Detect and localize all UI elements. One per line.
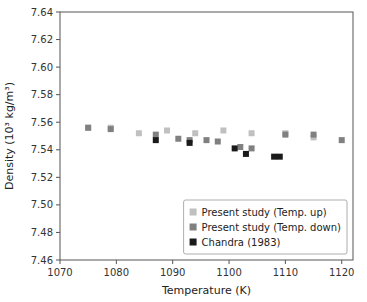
series	[85, 125, 316, 141]
legend-swatch	[190, 239, 197, 246]
y-tick	[56, 260, 60, 261]
y-tick-label: 7.60	[31, 62, 53, 73]
point	[249, 130, 255, 136]
point	[153, 137, 159, 143]
x-tick-label: 1110	[273, 267, 298, 278]
plot-background	[60, 12, 353, 260]
point	[277, 154, 283, 160]
y-tick-label: 7.54	[31, 144, 53, 155]
y-axis-label: Density (10³ kg/m³)	[3, 82, 16, 190]
y-tick-label: 7.62	[31, 34, 53, 45]
point	[339, 137, 345, 143]
legend-swatch	[190, 209, 197, 216]
x-tick	[116, 260, 117, 264]
point	[153, 132, 159, 138]
legend-label: Present study (Temp. down)	[202, 222, 342, 233]
point	[175, 136, 181, 142]
marks	[85, 125, 345, 160]
x-tick	[172, 260, 173, 264]
point	[282, 132, 288, 138]
y-tick	[56, 232, 60, 233]
y-tick-label: 7.50	[31, 199, 53, 210]
point	[192, 130, 198, 136]
plot-frame	[60, 12, 353, 260]
point	[164, 127, 170, 133]
y-tick	[56, 94, 60, 95]
point	[187, 140, 193, 146]
point	[249, 145, 255, 151]
y-tick	[56, 177, 60, 178]
point	[136, 130, 142, 136]
point	[232, 145, 238, 151]
y-tick	[56, 67, 60, 68]
y-tick-label: 7.56	[31, 117, 53, 128]
x-tick-label: 1070	[47, 267, 72, 278]
point	[215, 139, 221, 145]
legend-label: Present study (Temp. up)	[202, 207, 327, 218]
point	[108, 126, 114, 132]
y-tick	[56, 204, 60, 205]
y-tick	[56, 122, 60, 123]
point	[271, 154, 277, 160]
y-tick-label: 7.64	[31, 7, 53, 18]
y-tick	[56, 149, 60, 150]
x-tick-label: 1100	[216, 267, 241, 278]
point	[311, 132, 317, 138]
y-axis: 7.46 7.48 7.50 7.52 7.54 7.56 7.58 7.60 7.62 7.64	[31, 7, 60, 266]
y-tick-label: 7.52	[31, 172, 53, 183]
chart-svg: 1070 1080 1090 1100 1110 1120 7.46 7.48 7.50 7.52…	[0, 0, 367, 302]
point	[220, 127, 226, 133]
point	[204, 137, 210, 143]
y-tick	[56, 12, 60, 13]
y-tick-label: 7.58	[31, 89, 53, 100]
point	[237, 144, 243, 150]
x-tick-label: 1080	[104, 267, 129, 278]
x-tick	[60, 260, 61, 264]
y-tick	[56, 39, 60, 40]
legend: Present study (Temp. up) Present study (T…	[184, 200, 347, 254]
x-tick-label: 1090	[160, 267, 185, 278]
series	[85, 125, 345, 152]
y-tick-label: 7.48	[31, 227, 53, 238]
point	[85, 125, 91, 131]
x-tick-label: 1120	[329, 267, 354, 278]
x-axis-label: Temperature (K)	[161, 284, 251, 297]
point	[85, 125, 91, 131]
y-tick-label: 7.46	[31, 255, 53, 266]
x-tick	[285, 260, 286, 264]
legend-swatch	[190, 224, 197, 231]
chart-container: 1070 1080 1090 1100 1110 1120 7.46 7.48 7.50 7.52…	[0, 0, 367, 302]
point	[243, 151, 249, 157]
legend-label: Chandra (1983)	[202, 237, 281, 248]
legend-box	[184, 200, 347, 254]
x-tick	[341, 260, 342, 264]
series	[153, 137, 283, 160]
x-tick	[229, 260, 230, 264]
x-axis: 1070 1080 1090 1100 1110 1120	[47, 260, 354, 278]
